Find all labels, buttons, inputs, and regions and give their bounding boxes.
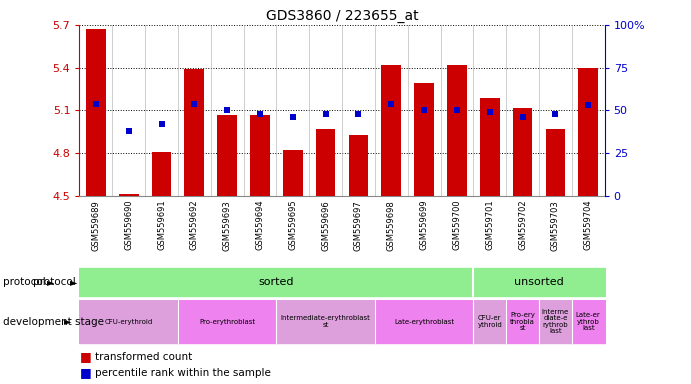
Text: Late-erythroblast: Late-erythroblast xyxy=(394,319,454,324)
Text: protocol: protocol xyxy=(3,277,46,287)
Bar xyxy=(250,115,269,196)
Text: GSM559696: GSM559696 xyxy=(321,200,330,250)
Bar xyxy=(545,129,565,196)
Text: Late-er
ythrob
last: Late-er ythrob last xyxy=(576,312,600,331)
Text: Pro-erythroblast: Pro-erythroblast xyxy=(199,319,255,324)
Bar xyxy=(578,68,598,196)
Text: GSM559690: GSM559690 xyxy=(124,200,133,250)
Text: GSM559702: GSM559702 xyxy=(518,200,527,250)
Bar xyxy=(348,135,368,196)
Text: Interme
diate-e
rythrob
last: Interme diate-e rythrob last xyxy=(542,309,569,334)
Bar xyxy=(283,150,303,196)
Bar xyxy=(119,194,138,196)
Text: GSM559695: GSM559695 xyxy=(288,200,297,250)
Text: percentile rank within the sample: percentile rank within the sample xyxy=(95,368,271,378)
Bar xyxy=(86,29,106,196)
Text: unsorted: unsorted xyxy=(514,277,564,287)
Bar xyxy=(151,152,171,196)
Text: GSM559694: GSM559694 xyxy=(256,200,265,250)
Text: development stage: development stage xyxy=(3,316,104,327)
Text: Intermediate-erythroblast
st: Intermediate-erythroblast st xyxy=(281,315,370,328)
Text: GSM559692: GSM559692 xyxy=(190,200,199,250)
Bar xyxy=(447,65,466,196)
Text: ■: ■ xyxy=(79,350,91,363)
Text: Pro-ery
throbla
st: Pro-ery throbla st xyxy=(510,312,535,331)
Bar xyxy=(513,108,532,196)
Bar xyxy=(184,69,204,196)
Text: protocol: protocol xyxy=(33,277,76,287)
Text: ►: ► xyxy=(64,316,72,327)
Text: GSM559703: GSM559703 xyxy=(551,200,560,250)
Text: transformed count: transformed count xyxy=(95,351,192,362)
Text: GSM559704: GSM559704 xyxy=(584,200,593,250)
Text: GSM559697: GSM559697 xyxy=(354,200,363,250)
Text: GSM559701: GSM559701 xyxy=(485,200,494,250)
Text: ■: ■ xyxy=(79,366,91,379)
Text: CFU-erythroid: CFU-erythroid xyxy=(104,319,153,324)
Bar xyxy=(381,65,401,196)
Text: GSM559700: GSM559700 xyxy=(453,200,462,250)
Text: CFU-er
ythroid: CFU-er ythroid xyxy=(477,315,502,328)
Text: GSM559689: GSM559689 xyxy=(91,200,100,250)
Text: GSM559698: GSM559698 xyxy=(387,200,396,250)
Text: GSM559691: GSM559691 xyxy=(157,200,166,250)
Text: ►: ► xyxy=(70,277,77,287)
Text: sorted: sorted xyxy=(258,277,294,287)
Bar xyxy=(217,115,237,196)
Bar xyxy=(480,98,500,196)
Bar xyxy=(414,83,434,196)
Text: ►: ► xyxy=(47,277,55,287)
Title: GDS3860 / 223655_at: GDS3860 / 223655_at xyxy=(266,8,418,23)
Text: GSM559693: GSM559693 xyxy=(223,200,231,250)
Text: GSM559699: GSM559699 xyxy=(419,200,428,250)
Bar xyxy=(316,129,335,196)
